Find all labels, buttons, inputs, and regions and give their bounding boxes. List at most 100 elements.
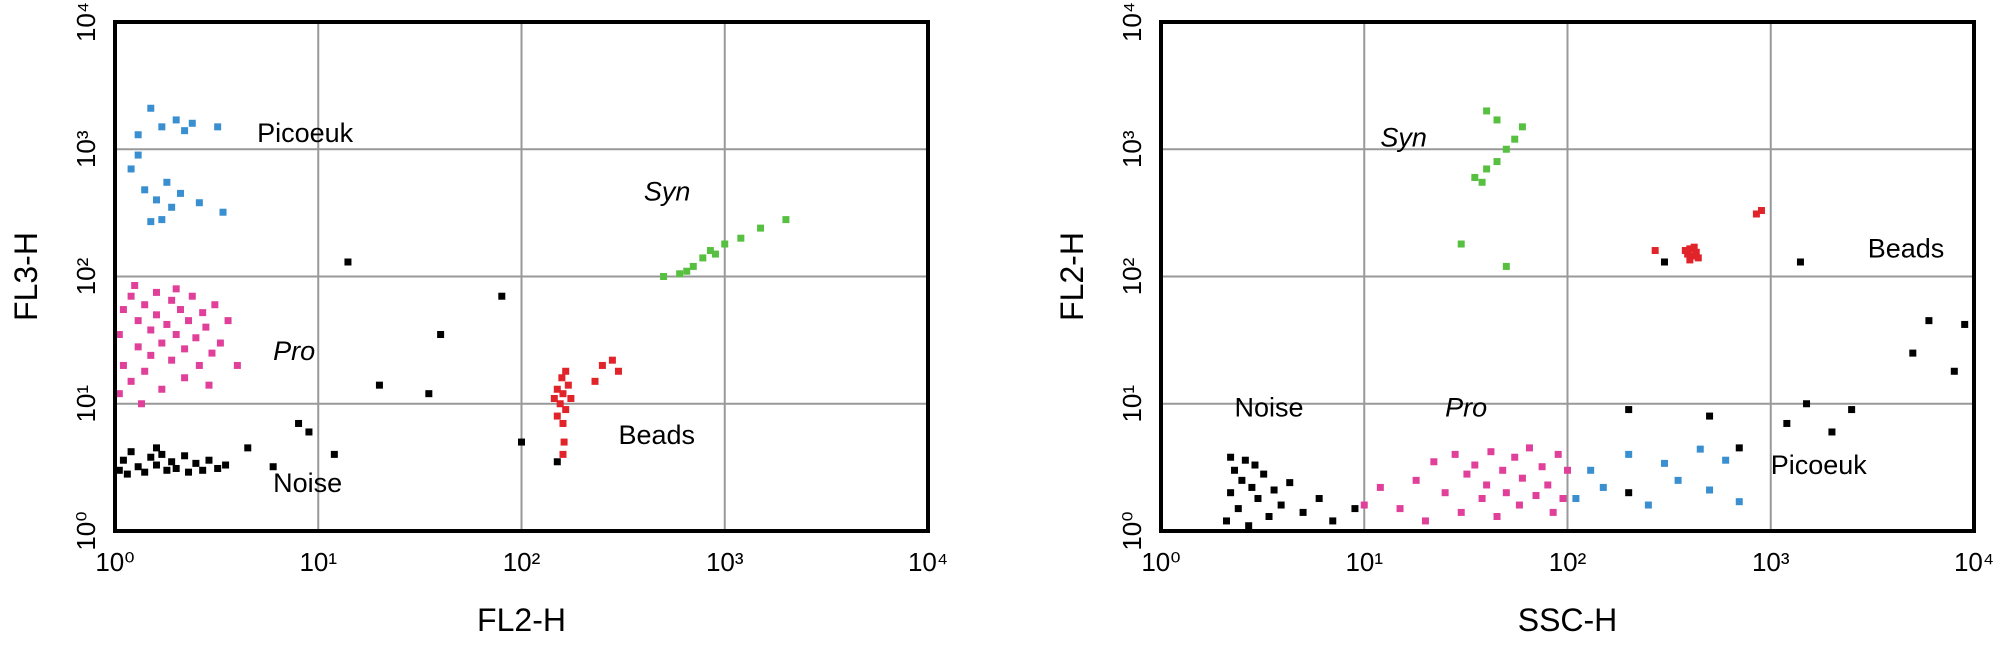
y-tick-label: 10¹ [1117,385,1147,423]
point [375,381,383,389]
point [1694,254,1702,262]
point [559,419,567,427]
point [1515,501,1523,509]
plot: 10⁰ 10¹ 10² 10³ 10⁴ 10⁰ 10¹ 10² 10³ 10⁴ Syn Beads No… [1054,2,1994,638]
point [1625,406,1633,414]
point [1692,248,1700,256]
point [152,461,160,469]
point [1483,481,1491,489]
point [134,317,142,325]
point [1222,517,1230,525]
point [211,301,219,309]
point [562,367,570,375]
point [1828,428,1836,436]
point [553,385,561,393]
point [553,458,561,466]
x-tick-label: 10² [1549,547,1587,577]
point [699,254,707,262]
point [176,306,184,314]
x-tick-label: 10³ [706,547,744,577]
point [1487,448,1495,456]
point [1238,476,1246,484]
population-label: Noise [1235,393,1304,423]
point [518,438,525,446]
point [1376,483,1384,491]
population-label: Syn [1380,122,1427,152]
plot-frame [113,20,930,533]
y-tick-label: 10⁰ [1117,511,1147,550]
point [1651,247,1659,255]
point [172,285,180,293]
point [1518,123,1526,131]
point [152,311,160,319]
point [208,349,216,357]
population-label: Syn [644,177,691,207]
point [1502,145,1510,153]
point [214,464,222,472]
point [1241,456,1249,464]
point [147,104,155,112]
point [147,218,155,226]
point [559,450,567,458]
point [1451,450,1459,458]
point [205,381,213,389]
point [168,203,176,211]
point [115,331,123,339]
point [137,400,145,408]
point [437,331,445,339]
point [567,394,575,402]
population-label: Noise [273,468,342,498]
point [1483,165,1491,173]
point [1463,470,1471,478]
point [1587,466,1595,474]
point [1544,481,1552,489]
point [1234,505,1242,513]
plot: 10⁰ 10¹ 10² 10³ 10⁴ 10⁰ 10¹ 10² 10³ 10⁴ Picoeuk Syn… [8,2,948,638]
point [199,466,207,474]
point [689,262,697,270]
point [1564,466,1571,474]
point [1493,116,1501,124]
point [560,438,568,446]
point [233,361,241,369]
point [553,412,561,420]
point [131,281,139,289]
point [1299,508,1307,516]
point [181,345,189,353]
point [782,216,790,224]
point [660,273,668,280]
point [1909,349,1917,357]
population-label: Pro [1445,393,1487,423]
point [141,367,149,375]
population-label: Picoeuk [257,118,354,148]
point [598,361,606,369]
y-tick-label: 10⁰ [71,511,101,550]
point [1493,513,1501,521]
point [1625,450,1633,458]
x-tick-label: 10¹ [1345,547,1383,577]
point [1254,495,1262,503]
y-tick-label: 10¹ [71,385,101,423]
point [134,151,142,159]
point [244,444,252,452]
point [147,351,155,359]
population-label: Pro [273,336,315,366]
point [1803,400,1811,408]
point [1706,412,1714,420]
population-label: Beads [1868,234,1945,264]
point [192,459,200,467]
point [1961,320,1969,328]
point [158,385,166,393]
point [1696,445,1704,453]
point [1757,207,1765,215]
point [1686,256,1694,264]
population-label: Picoeuk [1771,450,1868,480]
x-tick-label: 10⁰ [1141,547,1180,577]
point [737,234,745,242]
point [202,323,210,331]
point [147,453,155,461]
point [185,468,193,476]
point [1277,501,1285,509]
point [295,419,303,427]
point [1471,461,1479,469]
